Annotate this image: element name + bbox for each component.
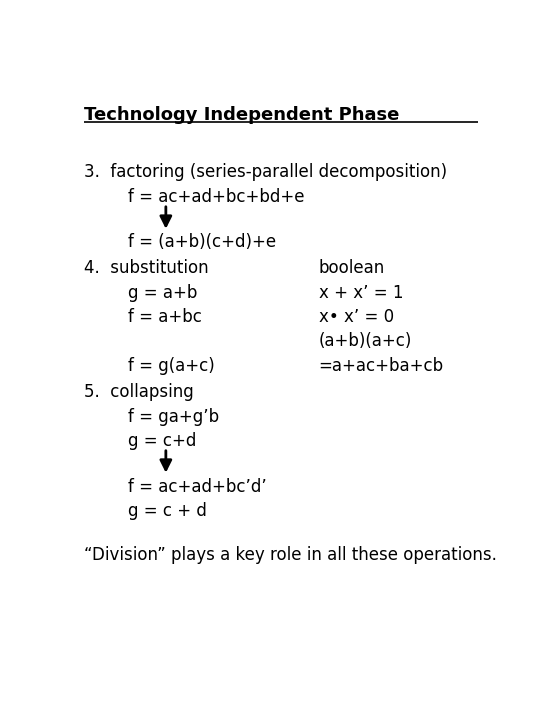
Text: 5.  collapsing: 5. collapsing [84,384,194,402]
Text: x• x’ = 0: x• x’ = 0 [319,308,394,326]
Text: 3.  factoring (series-parallel decomposition): 3. factoring (series-parallel decomposit… [84,163,447,181]
Text: =a+ac+ba+cb: =a+ac+ba+cb [319,357,444,375]
Text: x + x’ = 1: x + x’ = 1 [319,284,403,302]
Text: 4.  substitution: 4. substitution [84,259,209,277]
Text: g = c+d: g = c+d [128,432,197,450]
Text: f = ac+ad+bc+bd+e: f = ac+ad+bc+bd+e [128,188,305,206]
Text: f = (a+b)(c+d)+e: f = (a+b)(c+d)+e [128,233,276,251]
Text: g = c + d: g = c + d [128,502,207,520]
Text: g = a+b: g = a+b [128,284,198,302]
Text: f = a+bc: f = a+bc [128,308,202,326]
Text: boolean: boolean [319,259,385,277]
Text: f = ac+ad+bc’d’: f = ac+ad+bc’d’ [128,477,267,495]
Text: (a+b)(a+c): (a+b)(a+c) [319,333,412,351]
Text: “Division” plays a key role in all these operations.: “Division” plays a key role in all these… [84,546,497,564]
Text: Technology Independent Phase: Technology Independent Phase [84,106,400,124]
Text: f = g(a+c): f = g(a+c) [128,357,215,375]
Text: f = ga+g’b: f = ga+g’b [128,408,219,426]
